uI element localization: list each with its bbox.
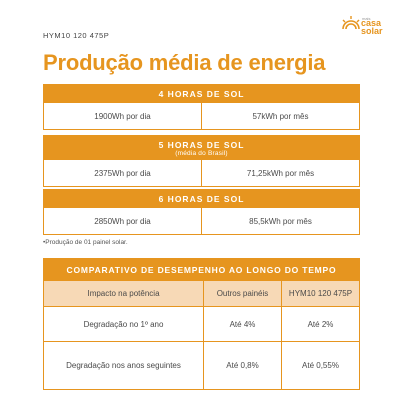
production-row: 2850Wh por dia 85,5kWh por mês [44, 208, 359, 234]
production-heading-text: 5 HORAS DE SOL [158, 139, 245, 150]
production-block-5h: 5 HORAS DE SOL (média do Brasil) 2375Wh … [43, 135, 360, 187]
brand-logo: mais casa solar [340, 6, 390, 42]
table-cell: Até 0,8% [203, 342, 281, 389]
model-code: HYM10 120 475P [43, 31, 110, 40]
monthly-production: 71,25kWh por mês [201, 160, 359, 186]
daily-production: 1900Wh por dia [94, 111, 151, 121]
production-subheading: (média do Brasil) [175, 149, 228, 157]
table-cell: Até 4% [203, 307, 281, 341]
comparison-title: COMPARATIVO DE DESEMPENHO AO LONGO DO TE… [44, 259, 359, 281]
table-header-row: Impacto na potência Outros painéis HYM10… [44, 281, 359, 306]
column-header: Outros painéis [203, 281, 281, 306]
column-header: Impacto na potência [87, 289, 160, 298]
monthly-production: 85,5kWh por mês [201, 208, 359, 234]
table-cell: Até 0,55% [281, 342, 359, 389]
logo-small-text: mais [362, 16, 371, 21]
table-cell: Degradação no 1º ano [83, 319, 164, 329]
daily-production: 2375Wh por dia [94, 168, 151, 178]
production-row: 1900Wh por dia 57kWh por mês [44, 103, 359, 129]
production-heading: 6 HORAS DE SOL [44, 190, 359, 208]
logo-casa-text: casa [361, 18, 382, 28]
production-block-6h: 6 HORAS DE SOL 2850Wh por dia 85,5kWh po… [43, 189, 360, 235]
production-heading: 5 HORAS DE SOL (média do Brasil) [44, 136, 359, 160]
logo-solar-text: solar [361, 26, 383, 36]
sun-house-icon [342, 16, 360, 30]
production-heading-text: 6 HORAS DE SOL [158, 194, 245, 204]
table-row: Degradação nos anos seguintes Até 0,8% A… [44, 341, 359, 389]
monthly-production: 57kWh por mês [201, 103, 359, 129]
daily-production: 2850Wh por dia [94, 216, 151, 226]
comparison-table: COMPARATIVO DE DESEMPENHO AO LONGO DO TE… [43, 258, 360, 390]
production-heading: 4 HORAS DE SOL [44, 85, 359, 103]
production-block-4h: 4 HORAS DE SOL 1900Wh por dia 57kWh por … [43, 84, 360, 130]
production-row: 2375Wh por dia 71,25kWh por mês [44, 160, 359, 186]
production-heading-text: 4 HORAS DE SOL [158, 89, 245, 99]
column-header: HYM10 120 475P [281, 281, 359, 306]
table-cell: Degradação nos anos seguintes [66, 361, 181, 370]
footnote: •Produção de 01 painel solar. [43, 239, 128, 246]
page-title: Produção média de energia [43, 50, 326, 75]
table-cell: Até 2% [281, 307, 359, 341]
table-row: Degradação no 1º ano Até 4% Até 2% [44, 306, 359, 341]
